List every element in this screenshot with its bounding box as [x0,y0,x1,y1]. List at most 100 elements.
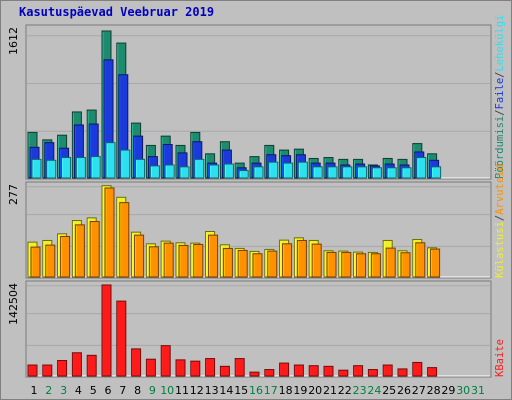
legend-bottom: KBaite [494,339,506,377]
bar-sites-day-24 [370,253,381,278]
x-tick-day-11: 11 [175,384,189,397]
bar-sites-day-15 [237,249,248,278]
bar-sites-day-20 [311,243,322,278]
bar-kbytes-day-11 [175,359,186,377]
x-tick-day-2: 2 [45,384,52,397]
bar-pages-day-14 [223,163,234,179]
legend-top-item: / [494,109,506,115]
x-tick-day-1: 1 [31,384,38,397]
bar-kbytes-day-3 [57,360,68,377]
x-tick-day-17: 17 [264,384,278,397]
bar-kbytes-day-28 [427,367,438,377]
chart-title: Kasutuspäevad Veebruar 2019 [19,5,215,19]
x-tick-day-14: 14 [219,384,233,397]
bar-pages-day-2 [46,159,57,179]
x-tick-day-22: 22 [338,384,352,397]
x-tick-day-30: 30 [456,384,470,397]
legend-middle-item: Arvuteid [494,164,506,215]
bar-kbytes-day-14 [219,365,230,377]
legend-top: Pöördumisi/Faile/Lehekülgi [494,15,506,179]
bar-sites-day-1 [30,246,41,278]
y-max-label-middle: 277 [7,184,20,205]
bar-kbytes-day-17 [264,369,275,377]
x-tick-day-27: 27 [412,384,426,397]
legend-middle: Külastusi/Arvuteid [494,164,506,278]
bar-sites-day-14 [222,247,233,278]
bar-sites-day-4 [74,224,85,278]
bar-pages-day-4 [75,157,86,179]
bar-kbytes-day-26 [397,368,408,377]
bar-pages-day-13 [209,164,220,179]
bar-kbytes-day-27 [412,361,423,377]
bar-kbytes-day-19 [293,364,304,377]
bar-kbytes-day-8 [131,348,142,377]
bar-sites-day-18 [282,243,293,278]
bar-pages-day-11 [179,166,190,179]
bar-sites-day-16 [252,253,263,278]
legend-top-item: Pöördumisi [494,116,506,179]
bar-kbytes-day-25 [382,364,393,377]
x-tick-day-12: 12 [190,384,204,397]
bar-pages-day-6 [105,142,116,179]
x-tick-day-10: 10 [160,384,174,397]
bar-kbytes-day-23 [353,365,364,377]
legend-bottom-item: KBaite [494,339,506,377]
bar-kbytes-day-2 [42,364,53,377]
x-tick-day-16: 16 [249,384,263,397]
bar-pages-day-10 [164,164,175,179]
bar-pages-day-26 [401,167,412,179]
x-tick-day-6: 6 [105,384,112,397]
bar-kbytes-day-15 [234,358,245,377]
x-tick-day-26: 26 [397,384,411,397]
x-tick-day-15: 15 [234,384,248,397]
x-tick-day-28: 28 [427,384,441,397]
x-tick-day-25: 25 [382,384,396,397]
bar-kbytes-day-16 [249,371,260,377]
bar-kbytes-day-5 [86,354,97,377]
bar-pages-day-9 [149,165,160,179]
bar-kbytes-day-22 [338,369,349,377]
bar-sites-day-27 [415,242,426,278]
bar-pages-day-23 [357,166,368,179]
x-tick-day-29: 29 [441,384,455,397]
bar-sites-day-9 [148,246,159,278]
bar-pages-day-22 [342,166,353,179]
bar-kbytes-day-10 [160,345,171,377]
bar-pages-day-15 [238,170,249,179]
bar-kbytes-day-20 [308,365,319,377]
x-tick-day-19: 19 [293,384,307,397]
bar-pages-day-3 [61,157,72,179]
bar-pages-day-25 [386,167,397,179]
bar-kbytes-day-24 [367,369,378,377]
bar-sites-day-21 [326,251,337,278]
x-tick-day-21: 21 [323,384,337,397]
x-tick-day-18: 18 [279,384,293,397]
legend-top-item: / [494,72,506,78]
x-tick-day-8: 8 [134,384,141,397]
bar-pages-day-17 [268,161,279,179]
bar-sites-day-3 [60,235,71,278]
x-tick-day-23: 23 [353,384,367,397]
y-max-label-bottom: 142504 [7,283,20,325]
bar-sites-day-6 [104,187,115,278]
bar-sites-day-23 [356,253,367,278]
bar-pages-day-7 [120,149,131,179]
bar-sites-day-17 [267,250,278,278]
x-tick-day-20: 20 [308,384,322,397]
bar-kbytes-day-4 [71,352,82,377]
bar-sites-day-7 [119,202,130,278]
bar-pages-day-1 [31,158,42,179]
bar-sites-day-25 [385,247,396,278]
bar-kbytes-day-6 [101,284,112,377]
bar-sites-day-8 [134,234,145,278]
x-tick-day-31: 31 [471,384,485,397]
bar-pages-day-12 [194,158,205,179]
legend-middle-item: / [494,215,506,221]
x-tick-day-3: 3 [60,384,67,397]
bar-sites-day-10 [163,242,174,278]
bar-sites-day-5 [89,221,100,278]
x-tick-day-4: 4 [75,384,82,397]
x-tick-day-24: 24 [367,384,381,397]
